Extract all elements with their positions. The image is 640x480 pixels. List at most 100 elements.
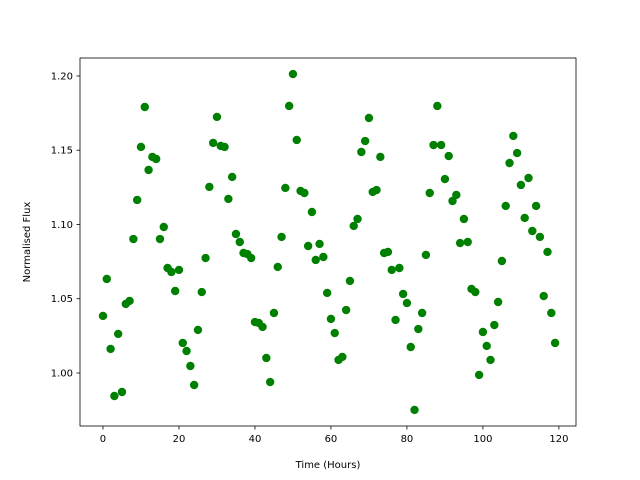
point bbox=[292, 135, 301, 145]
point bbox=[212, 112, 222, 122]
point bbox=[132, 195, 142, 205]
point bbox=[220, 142, 229, 152]
point bbox=[167, 267, 176, 277]
point bbox=[345, 276, 355, 286]
point bbox=[189, 380, 199, 390]
point bbox=[178, 338, 187, 348]
point bbox=[509, 131, 518, 141]
point bbox=[497, 256, 507, 266]
point bbox=[478, 327, 488, 337]
x-tick-label: 80 bbox=[401, 434, 414, 445]
point bbox=[436, 140, 446, 150]
point bbox=[231, 229, 241, 239]
point bbox=[520, 213, 529, 223]
point bbox=[170, 286, 180, 296]
point bbox=[322, 288, 332, 298]
point bbox=[448, 196, 457, 206]
point bbox=[144, 165, 153, 175]
point bbox=[459, 214, 469, 224]
point bbox=[516, 180, 526, 190]
y-tick-label: 1.15 bbox=[51, 146, 73, 157]
point bbox=[417, 308, 427, 318]
x-tick-label: 100 bbox=[473, 434, 492, 445]
point bbox=[547, 308, 556, 318]
point bbox=[174, 265, 184, 275]
point bbox=[193, 325, 203, 335]
point bbox=[284, 101, 294, 111]
y-axis-label: Normalised Flux bbox=[22, 202, 33, 283]
point bbox=[246, 253, 256, 263]
point bbox=[201, 253, 210, 263]
x-tick-label: 0 bbox=[100, 434, 106, 445]
point bbox=[455, 238, 465, 248]
point bbox=[265, 377, 275, 387]
plot-frame bbox=[79, 57, 577, 427]
point bbox=[395, 263, 404, 273]
point bbox=[486, 355, 495, 365]
point bbox=[129, 234, 138, 244]
point bbox=[151, 154, 161, 164]
point bbox=[269, 308, 279, 318]
point bbox=[102, 274, 111, 284]
point bbox=[330, 328, 339, 338]
point bbox=[531, 201, 541, 211]
point bbox=[235, 237, 244, 247]
point bbox=[383, 247, 393, 257]
point bbox=[452, 190, 461, 200]
point bbox=[463, 237, 472, 247]
point bbox=[341, 305, 351, 315]
point bbox=[482, 341, 491, 351]
x-tick-label: 60 bbox=[325, 434, 338, 445]
point bbox=[493, 297, 503, 307]
point bbox=[471, 287, 480, 297]
point bbox=[125, 296, 134, 306]
point bbox=[429, 140, 438, 150]
point bbox=[113, 329, 123, 339]
point bbox=[288, 69, 298, 79]
point bbox=[524, 173, 533, 183]
point bbox=[106, 344, 115, 354]
point bbox=[539, 291, 548, 301]
point bbox=[391, 315, 400, 325]
point bbox=[281, 183, 290, 193]
point bbox=[262, 353, 271, 363]
point bbox=[364, 113, 374, 123]
point bbox=[501, 201, 510, 211]
point bbox=[349, 221, 358, 231]
point bbox=[186, 361, 195, 371]
point bbox=[98, 311, 108, 321]
point bbox=[159, 222, 168, 232]
x-tick-label: 120 bbox=[549, 434, 568, 445]
point bbox=[205, 182, 214, 192]
point bbox=[474, 370, 484, 380]
point bbox=[372, 185, 381, 195]
point bbox=[410, 405, 419, 415]
point bbox=[414, 324, 423, 334]
point bbox=[227, 172, 237, 182]
point bbox=[110, 391, 119, 401]
point bbox=[300, 188, 309, 198]
x-axis-label: Time (Hours) bbox=[295, 460, 361, 471]
point bbox=[258, 322, 267, 332]
y-tick-label: 1.05 bbox=[51, 294, 73, 305]
point bbox=[505, 158, 514, 168]
point bbox=[353, 214, 362, 224]
point bbox=[387, 265, 396, 275]
point bbox=[490, 320, 499, 330]
point bbox=[535, 232, 545, 242]
point bbox=[315, 239, 324, 249]
point bbox=[338, 352, 347, 362]
point bbox=[425, 188, 434, 198]
point bbox=[398, 289, 408, 299]
point bbox=[140, 102, 149, 112]
point bbox=[117, 387, 127, 397]
point bbox=[440, 174, 450, 184]
point bbox=[543, 247, 552, 257]
x-tick-label: 40 bbox=[249, 434, 262, 445]
point bbox=[155, 234, 165, 244]
point bbox=[182, 346, 191, 356]
point bbox=[512, 148, 522, 158]
point bbox=[433, 101, 442, 111]
point bbox=[273, 262, 282, 272]
